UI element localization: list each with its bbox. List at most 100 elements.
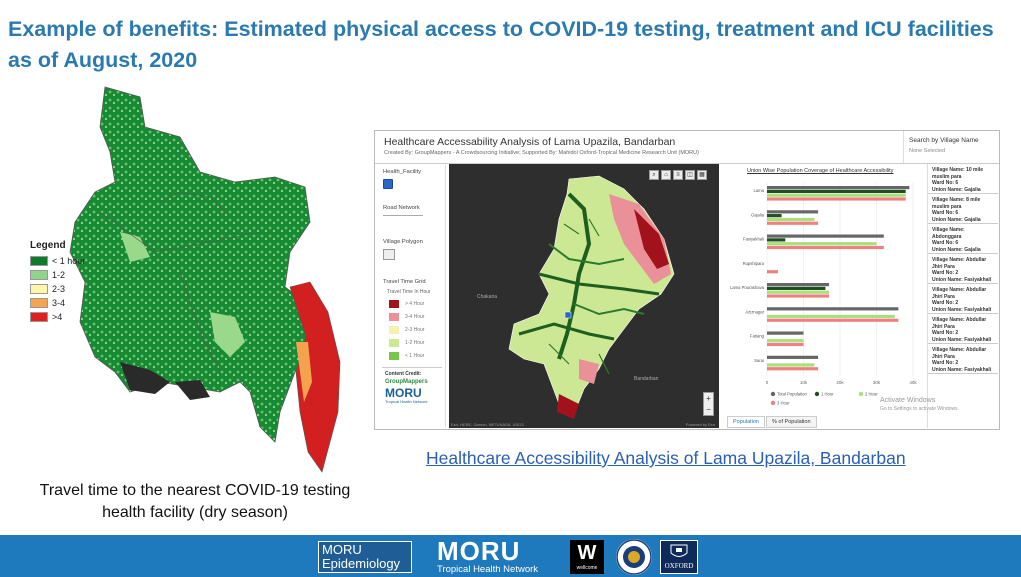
legend-label: 3 Hour [777,401,790,406]
legend-row: 2-3 [30,282,85,296]
layer-health-facility[interactable]: Health_Facility [383,169,421,189]
legend-row: 1-2 [30,268,85,282]
moru-logo: MORU [437,536,521,566]
bar [767,193,906,197]
mahidol-seal-icon [616,539,652,575]
tab-population[interactable]: Population [727,416,765,428]
village-card[interactable]: Village Name: 8 mile muslim para Ward No:… [928,194,998,224]
layer-title: Health_Facility [383,169,422,175]
category-label: Sarai [754,358,764,363]
tab-percent-population[interactable]: % of Population [766,416,817,428]
credit-title: Content Credit: [385,371,422,377]
bar [767,314,895,319]
bar [767,270,778,274]
travel-label: 3-4 Hour [405,313,425,320]
place-label-bandarban: Bandarban [634,376,659,382]
bar [767,339,804,343]
travel-time-row: 2-3 Hour [383,323,431,336]
bar [767,242,877,246]
lama-map-graphic [508,175,675,419]
category-label: Fatiang [750,334,765,339]
groupmappers-logo: GroupMappers [385,379,428,385]
legend-row: < 1 hour [30,254,85,268]
x-tick-label: 10k [800,380,808,385]
layer-travel-time-grid[interactable]: Travel Time Grid Travel Time In Hour > 4… [383,279,431,362]
village-card[interactable]: Village Name: Abdullar Jhiri Para Ward No… [928,314,998,344]
legend-dot [770,400,776,406]
moru-logo: MORU [385,386,422,400]
zoom-control[interactable]: + − [703,392,714,416]
dashboard-link[interactable]: Healthcare Accessibility Analysis of Lam… [426,448,906,468]
legend-row: >4 [30,310,85,324]
footer-logo-bar: MORU Epidemiology MORU Tropical Health N… [0,535,1021,577]
layer-title: Village Polygon [383,239,423,245]
village-search[interactable]: Search by Village Name None Selected [903,131,1000,163]
dashboard-title: Healthcare Accessability Analysis of Lam… [384,136,676,148]
lama-map[interactable]: ⌕ ⌂ ≡ ◫ ▦ + − Chakaria Bandarban Esri, HE… [449,164,719,428]
travel-time-row: < 1 Hour [383,349,431,362]
layer-title: Road Network [383,205,420,211]
legend-label: 2 Hour [865,392,878,397]
search-icon[interactable]: ⌕ [649,170,659,180]
bar [767,290,830,294]
x-tick-label: 20k [836,380,844,385]
bar [767,355,819,359]
map-caption: Travel time to the nearest COVID-19 test… [39,482,351,521]
search-value[interactable]: None Selected [909,148,946,154]
legend-swatch [30,284,48,294]
village-card[interactable]: Village Name: 10 mile muslim para Ward No… [928,164,998,194]
layers-icon[interactable]: ◫ [685,170,695,180]
content-credit: Content Credit: GroupMappers MORU Tropic… [382,367,442,424]
layer-road-network[interactable]: Road Network [383,205,423,216]
category-label: Lama Pourashava [730,285,765,290]
legend-dot [814,391,820,397]
bar [767,217,815,222]
oxford-wordmark: OXFORD [664,562,694,570]
legend-label: 2-3 [52,284,66,294]
legend-swatch [30,312,48,322]
wellcome-logo: W [570,540,604,574]
moru-epi-line2: Epidemiology [322,556,401,571]
moru-logo-subtitle: Tropical Health Network [385,399,428,404]
village-card[interactable]: Village Name: Abdullar Jhiri Para Ward No… [928,284,998,314]
layer-village-polygon[interactable]: Village Polygon [383,239,423,260]
bar [767,367,819,371]
travel-time-heading: Travel Time In Hour [387,289,431,295]
bar [767,210,819,214]
travel-label: 1-2 Hour [405,339,425,346]
watermark-line1: Activate Windows [880,397,936,404]
legend-label: 3-4 [52,298,66,308]
bar [767,283,830,287]
moru-epi-line1: MORU [322,542,362,557]
bar [767,307,899,311]
bar [767,186,910,190]
category-label: Lama [754,188,765,193]
village-card[interactable]: Village Name: Abdullar Jhiri Para Ward No… [928,254,998,284]
moru-logo-subtitle: Tropical Health Network [437,564,539,575]
x-tick-label: 0 [766,380,769,385]
bar [767,294,830,298]
village-card[interactable]: Village Name: Abdonggara Ward No: 6 Union … [928,224,998,254]
legend-dot [858,391,864,397]
travel-swatch [389,338,399,347]
home-icon[interactable]: ⌂ [661,170,671,180]
village-card[interactable]: Village Name: Abdullar Jhiri Para Ward No… [928,344,998,374]
bar [767,221,819,225]
travel-swatch [389,312,399,321]
bar [767,238,786,242]
travel-label: 2-3 Hour [405,326,425,333]
list-icon[interactable]: ≡ [673,170,683,180]
category-label: Fasiyakhali [743,237,764,242]
legend-swatch [30,270,48,280]
moru-epidemiology-logo: MORU Epidemiology [318,541,412,573]
legend-row: 3-4 [30,296,85,310]
legend-swatch [30,298,48,308]
layer-title: Travel Time Grid [383,279,426,285]
layer-list: Health_Facility Road Network Village Pol… [379,165,446,427]
population-chart-panel: Union Wise Population Coverage of Health… [723,164,923,428]
bar [767,214,782,218]
village-list[interactable]: Village Name: 10 mile muslim para Ward No… [927,164,998,428]
wellcome-logo-name: wellcome [576,565,598,571]
basemap-icon[interactable]: ▦ [697,170,707,180]
dashboard-screenshot: Healthcare Accessability Analysis of Lam… [374,130,1000,430]
